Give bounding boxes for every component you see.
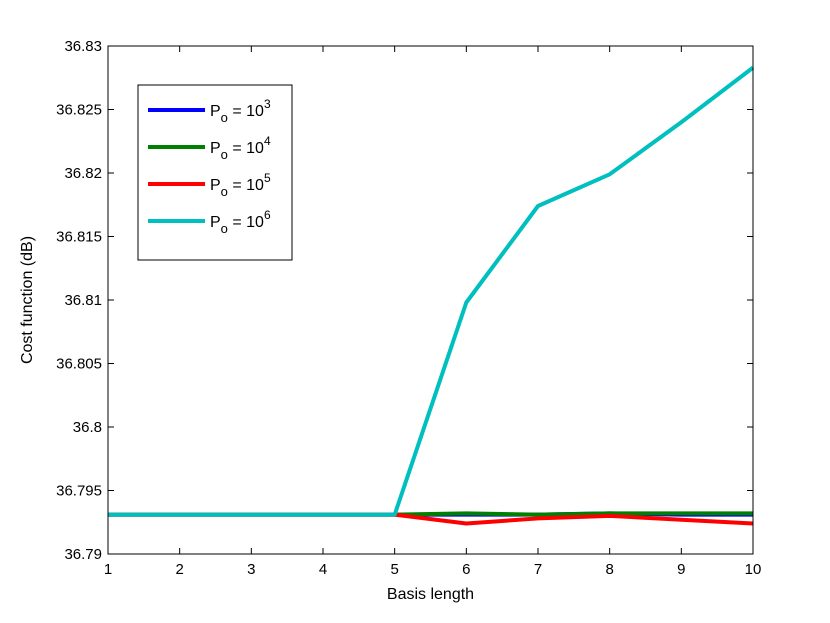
x-tick-label: 6 [462, 561, 470, 578]
y-tick-label: 36.795 [56, 483, 102, 500]
y-tick-label: 36.815 [56, 229, 102, 246]
x-tick-label: 7 [534, 561, 542, 578]
legend-label-2: Po = 105 [210, 171, 271, 199]
x-tick-label: 4 [319, 561, 327, 578]
x-tick-label: 2 [175, 561, 183, 578]
y-tick-label: 36.79 [64, 546, 102, 563]
y-tick-label: 36.805 [56, 356, 102, 373]
legend: Po = 103 Po = 104 Po = 105 Po = 106 [137, 84, 293, 261]
legend-label-3: Po = 106 [210, 208, 271, 236]
x-axis-label: Basis length [387, 586, 474, 603]
x-tick-label: 1 [104, 561, 112, 578]
y-axis: 36.79 36.795 36.8 36.805 36.81 36.815 36.82 36.… [56, 38, 753, 563]
y-tick-label: 36.82 [64, 165, 102, 182]
x-tick-label: 9 [677, 561, 685, 578]
y-axis-label: Cost function (dB) [19, 236, 36, 364]
legend-box [137, 84, 293, 261]
x-tick-label: 3 [247, 561, 255, 578]
y-tick-label: 36.83 [64, 38, 102, 55]
series-layer [108, 66, 755, 526]
x-tick-label: 5 [390, 561, 398, 578]
legend-label-1: Po = 104 [210, 134, 271, 162]
y-tick-label: 36.81 [64, 292, 102, 309]
legend-label-0: Po = 103 [210, 97, 271, 125]
x-tick-label: 8 [605, 561, 613, 578]
x-tick-label: 10 [745, 561, 762, 578]
y-tick-label: 36.8 [73, 419, 102, 436]
y-tick-label: 36.825 [56, 102, 102, 119]
x-axis: 1 2 3 4 5 6 7 8 9 10 [104, 46, 762, 578]
series-line-3 [108, 66, 755, 517]
